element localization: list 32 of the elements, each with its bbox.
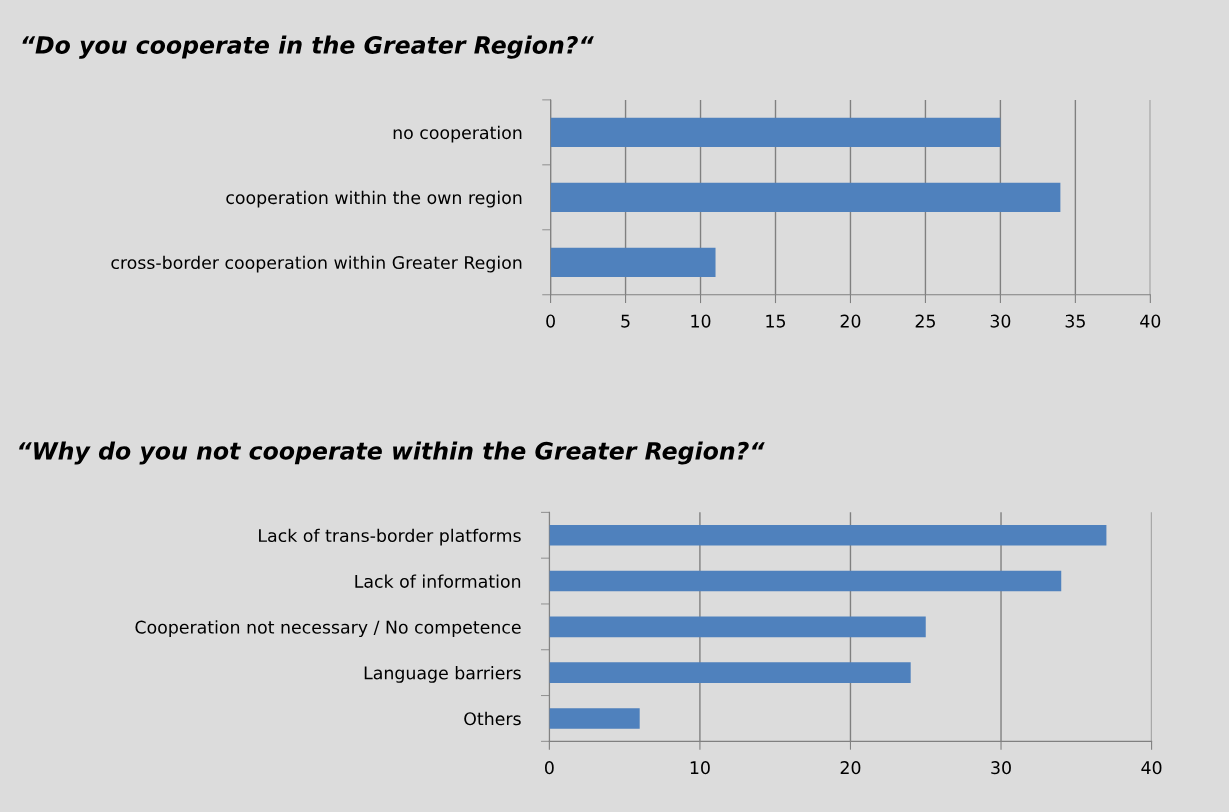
y-tick-label: cooperation within the own region xyxy=(226,190,522,208)
bar xyxy=(549,708,640,729)
x-tick-label: 40 xyxy=(1141,761,1162,775)
y-tick-label: Others xyxy=(464,711,521,726)
y-tick-label: Cooperation not necessary / No competence xyxy=(135,620,521,638)
y-tick-label: no cooperation xyxy=(393,125,522,143)
bar xyxy=(549,662,911,683)
x-tick-label: 30 xyxy=(990,314,1011,328)
x-tick-label: 30 xyxy=(991,761,1011,775)
bar xyxy=(549,570,1062,592)
x-tick-label: 40 xyxy=(1140,314,1161,328)
bar xyxy=(549,524,1107,546)
x-tick-label: 10 xyxy=(691,314,711,328)
x-tick-label: 10 xyxy=(690,761,710,775)
y-tick-label: Language barriers xyxy=(364,666,521,683)
text: “Do you cooperate in the Greater Region?“ xyxy=(22,35,594,59)
x-tick-label: 15 xyxy=(766,314,786,328)
x-tick-label: 35 xyxy=(1065,314,1085,328)
x-tick-label: 25 xyxy=(915,314,935,328)
x-tick-label: 0 xyxy=(546,314,555,328)
y-tick-label: Lack of information xyxy=(355,574,521,588)
y-tick-label: Lack of trans-border platforms xyxy=(259,528,521,546)
bar xyxy=(550,117,1001,147)
x-tick-label: 20 xyxy=(840,314,861,328)
chart-title: “Why do you not cooperate within the Greater Region?“ xyxy=(19,441,765,465)
y-tick-label: cross-border cooperation within Greater Region xyxy=(111,255,522,273)
bar xyxy=(549,616,926,638)
x-tick-label: 20 xyxy=(840,761,861,775)
bar xyxy=(550,247,716,277)
x-tick-label: 5 xyxy=(621,314,630,328)
bar xyxy=(550,182,1061,212)
x-tick-label: 0 xyxy=(544,761,554,775)
